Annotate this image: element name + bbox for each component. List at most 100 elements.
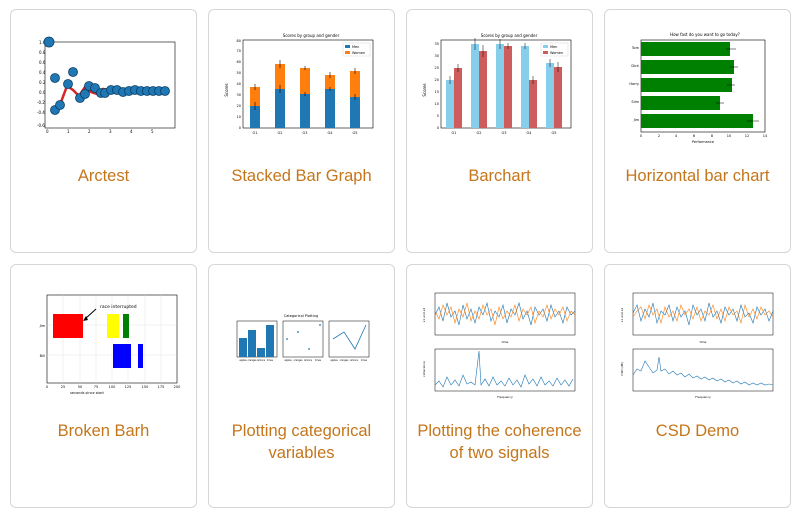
y-tick: 70: [237, 49, 241, 53]
svg-text:3: 3: [109, 129, 112, 134]
y-axis-label: Scores: [422, 83, 427, 96]
card-title[interactable]: Broken Barh: [57, 422, 150, 440]
barchart-thumbnail[interactable]: Scores by group and gender Scores 0 5 10…: [421, 30, 577, 148]
categorical-thumbnail[interactable]: Categorical Plotting apples oranges lemo…: [223, 285, 379, 403]
svg-text:2: 2: [88, 129, 91, 134]
csd-thumbnail[interactable]: s1 and s2 time CSD (dB) Frequency: [619, 285, 775, 403]
x-tick: lemons: [257, 359, 266, 362]
x-tick: 125: [125, 385, 132, 389]
card-title[interactable]: Barchart: [468, 167, 531, 185]
broken-barh-thumbnail[interactable]: race interrupted Jim Bill 0 25 50 75 100…: [25, 285, 181, 403]
x-tick: G5: [552, 131, 557, 135]
legend-label: Women: [550, 51, 563, 55]
y-tick: 15: [435, 90, 439, 94]
x-tick: lemons: [304, 359, 313, 362]
chart-title: Scores by group and gender: [481, 33, 538, 38]
x-tick: 0: [46, 385, 48, 389]
x-tick: 75: [94, 385, 98, 389]
gallery-card-broken-barh[interactable]: race interrupted Jim Bill 0 25 50 75 100…: [10, 264, 197, 508]
x-tick: oranges: [248, 359, 258, 362]
gallery-card-csd-demo[interactable]: s1 and s2 time CSD (dB) Frequency CSD De…: [604, 264, 791, 508]
stacked-bar-plot: Scores by group and gender Scores 0 10 2…: [224, 33, 374, 135]
x-tick: lemons: [350, 359, 359, 362]
svg-text:1.0: 1.0: [39, 40, 46, 45]
svg-text:-0.6: -0.6: [37, 123, 45, 128]
horizontal-bar-thumbnail[interactable]: How fast do you want to go today? Tom Di…: [619, 30, 775, 148]
y-tick: 5: [437, 114, 439, 118]
y-tick: 30: [237, 93, 241, 97]
legend-label: Men: [352, 45, 359, 49]
gallery-card-horizontal-bar-chart[interactable]: How fast do you want to go today? Tom Di…: [604, 9, 791, 253]
horizontal-bar-plot: How fast do you want to go today? Tom Di…: [629, 32, 768, 144]
x-tick: G4: [328, 131, 334, 135]
gallery-card-stacked-bar-graph[interactable]: Scores by group and gender Scores 0 10 2…: [208, 9, 395, 253]
svg-text:0.2: 0.2: [39, 80, 46, 85]
x-tick: apples: [239, 359, 247, 362]
x-tick: G2: [278, 131, 283, 135]
x-tick: G4: [527, 131, 533, 135]
y-axis-label: coherence: [422, 361, 426, 377]
card-title[interactable]: Stacked Bar Graph: [231, 167, 372, 185]
x-axis-label: seconds since start: [70, 391, 104, 395]
x-tick: G1: [253, 131, 258, 135]
x-tick: limes: [315, 359, 322, 362]
x-tick: 10: [727, 134, 731, 138]
arctest-thumbnail[interactable]: 1.0 0.8 0.6 0.4 0.2 0.0 -0.2 -0.4 -0.6 0 1 2 3 4 5: [25, 30, 181, 148]
y-tick: Jim: [633, 118, 640, 122]
card-title[interactable]: CSD Demo: [655, 422, 740, 440]
card-title[interactable]: Plotting the coherence of two signals: [417, 422, 582, 462]
y-tick: 50: [237, 71, 241, 75]
card-title[interactable]: Plotting categorical variables: [231, 422, 372, 462]
y-tick: 0: [437, 126, 439, 130]
annotation-text: race interrupted: [100, 304, 137, 310]
arctest-plot: 1.0 0.8 0.6 0.4 0.2 0.0 -0.2 -0.4 -0.6 0 1 2 3 4 5: [37, 36, 176, 134]
svg-text:0.6: 0.6: [39, 60, 46, 65]
x-tick: 14: [763, 134, 768, 138]
categorical-plot: Categorical Plotting apples oranges lemo…: [236, 314, 370, 362]
x-tick: 6: [693, 134, 695, 138]
x-tick: G3: [502, 131, 507, 135]
coherence-thumbnail[interactable]: s1 and s2 time coherence Frequency: [421, 285, 577, 403]
x-axis-label: Frequency: [695, 395, 711, 399]
y-tick: 10: [435, 102, 439, 106]
chart-title: Scores by group and gender: [283, 33, 340, 38]
x-tick: apples: [284, 359, 292, 362]
x-axis-label: time: [502, 340, 509, 344]
y-axis-label: Scores: [224, 83, 229, 96]
stacked-bar-thumbnail[interactable]: Scores by group and gender Scores 0 10 2…: [223, 30, 379, 148]
svg-text:0.8: 0.8: [39, 50, 46, 55]
x-axis-label: time: [700, 340, 707, 344]
y-tick: Dick: [631, 64, 640, 68]
gallery-card-barchart[interactable]: Scores by group and gender Scores 0 5 10…: [406, 9, 593, 253]
y-axis-label: s1 and s2: [620, 308, 624, 323]
x-tick: 150: [142, 385, 149, 389]
y-tick: 35: [435, 42, 439, 46]
legend: Men Women: [342, 42, 371, 57]
y-tick: Harry: [629, 82, 639, 86]
y-tick: 40: [237, 82, 241, 86]
svg-text:1: 1: [67, 129, 70, 134]
x-tick: oranges: [294, 359, 304, 362]
card-title[interactable]: Horizontal bar chart: [625, 167, 770, 185]
x-tick: oranges: [340, 359, 350, 362]
x-tick: 175: [158, 385, 165, 389]
legend-label: Women: [352, 51, 365, 55]
gallery-card-coherence-of-two-signals[interactable]: s1 and s2 time coherence Frequency Plott…: [406, 264, 593, 508]
y-tick: Jim: [39, 324, 46, 328]
svg-text:0: 0: [46, 129, 49, 134]
x-tick: G1: [452, 131, 457, 135]
gallery-card-plotting-categorical-variables[interactable]: Categorical Plotting apples oranges lemo…: [208, 264, 395, 508]
card-title[interactable]: Arctest: [77, 167, 130, 185]
y-tick: 30: [435, 54, 439, 58]
x-tick: apples: [330, 359, 338, 362]
y-tick: Slim: [631, 100, 639, 104]
y-axis-label: s1 and s2: [422, 308, 426, 323]
legend-label: Men: [550, 45, 557, 49]
y-tick: 25: [435, 66, 439, 70]
y-tick: 20: [237, 104, 241, 108]
coherence-plot: s1 and s2 time coherence Frequency: [422, 292, 576, 399]
y-tick: 10: [237, 115, 241, 119]
gallery-card-arctest[interactable]: 1.0 0.8 0.6 0.4 0.2 0.0 -0.2 -0.4 -0.6 0 1 2 3 4 5: [10, 9, 197, 253]
x-tick: G3: [303, 131, 308, 135]
